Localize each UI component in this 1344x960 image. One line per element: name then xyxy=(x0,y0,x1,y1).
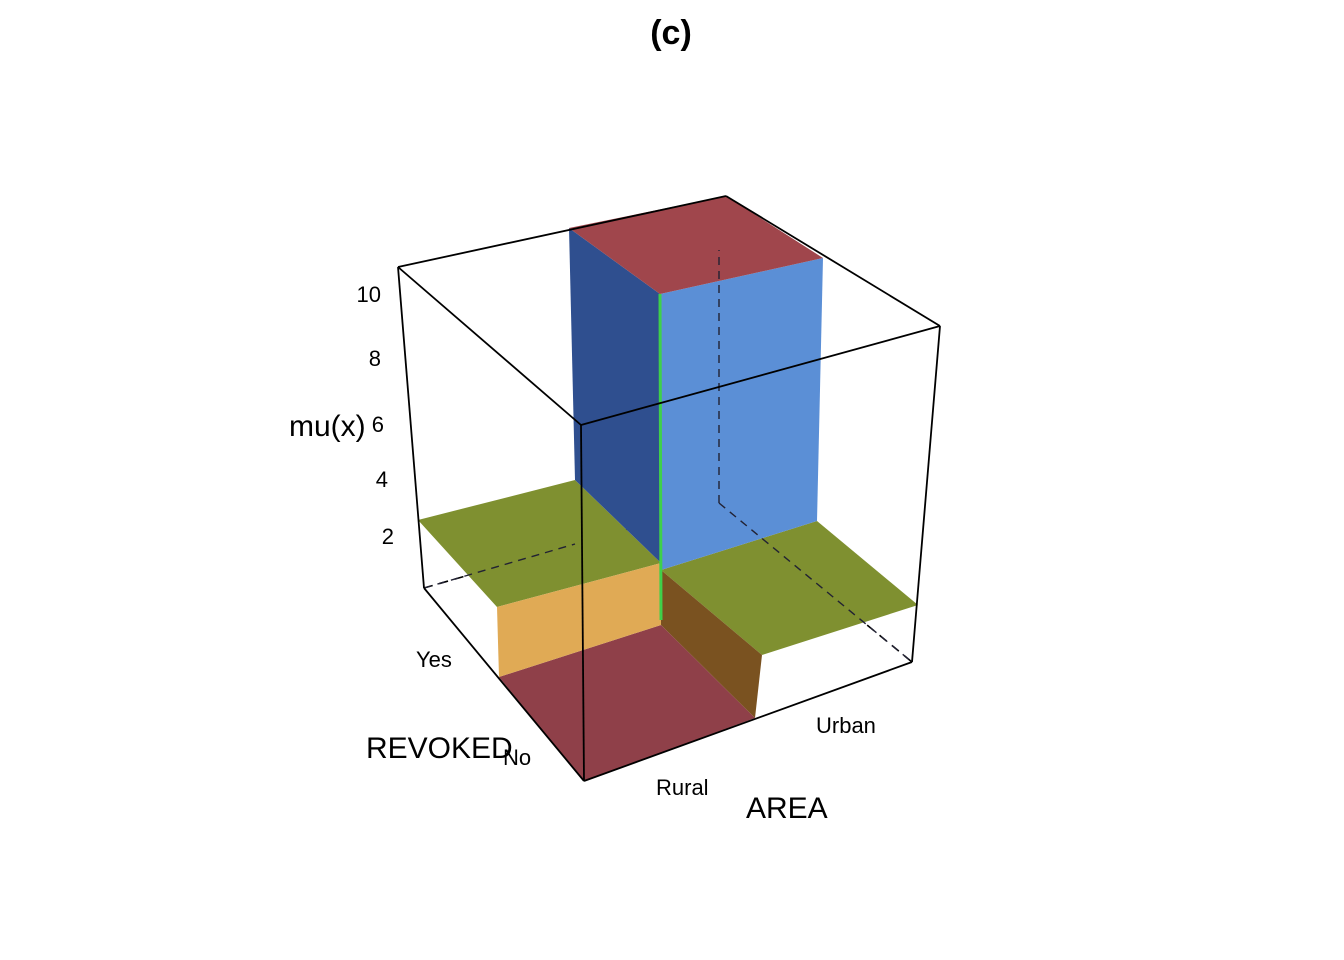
x-axis-label: AREA xyxy=(746,792,828,825)
surface-wall-blue xyxy=(660,258,823,570)
surface-edge-green xyxy=(658,293,663,621)
x-tick-label-urban: Urban xyxy=(816,713,876,738)
surface-top-urban-no xyxy=(661,521,918,655)
x-tick-label-rural: Rural xyxy=(656,775,709,800)
z-tick-label: 4 xyxy=(376,467,388,492)
z-tick-label: 2 xyxy=(382,524,394,549)
y-tick-label-no: No xyxy=(503,745,531,770)
y-axis-label: REVOKED xyxy=(366,732,513,765)
chart-title: (c) xyxy=(650,14,692,52)
z-axis-label: mu(x) xyxy=(289,410,366,443)
z-tick-label: 6 xyxy=(372,412,384,437)
y-tick-label-yes: Yes xyxy=(416,647,452,672)
surface xyxy=(418,196,918,781)
z-tick-labels: 10 8 6 4 2 xyxy=(357,282,394,549)
surface-top-rural-no xyxy=(499,625,755,781)
z-tick-label: 10 xyxy=(357,282,381,307)
surface-wall-tan xyxy=(497,563,661,677)
surface-top-urban-yes xyxy=(569,196,823,294)
z-tick-label: 8 xyxy=(369,346,381,371)
surface-wall-brown xyxy=(661,570,762,718)
box-visible-edges xyxy=(397,195,941,782)
surface-wall-blue-dark xyxy=(569,228,661,563)
surface-top-rural-yes xyxy=(418,480,661,607)
